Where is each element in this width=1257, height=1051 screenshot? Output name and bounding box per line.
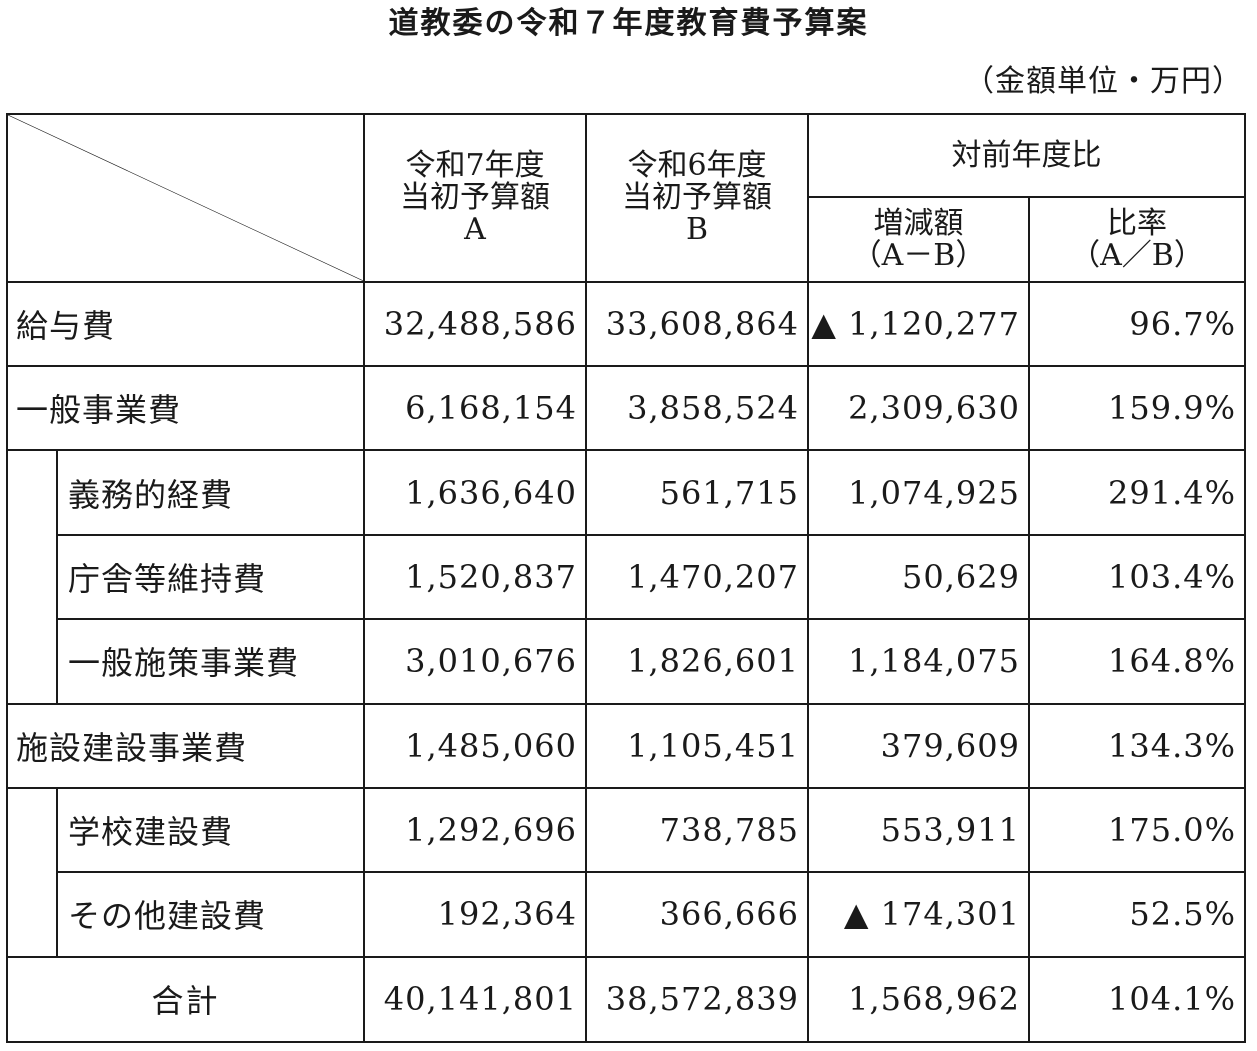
table-title: 道教委の令和７年度教育費予算案	[388, 6, 869, 41]
cell-ratio: 52.5%	[1028, 871, 1246, 958]
cell-diff: 1,184,075	[807, 618, 1030, 705]
table-row: 学校建設費 1,292,696 738,785 553,911 175.0%	[6, 786, 1246, 957]
cell-a: 1,292,696	[363, 786, 587, 874]
cell-b: 366,666	[585, 871, 809, 958]
cell-ratio: 134.3%	[1028, 702, 1246, 789]
cell-diff: 2,309,630	[807, 365, 1030, 452]
cell-diff: 50,629	[807, 533, 1030, 621]
header-group: 対前年度比	[807, 112, 1246, 199]
cell-diff: 1,074,925	[807, 449, 1030, 536]
row-label: 合計	[6, 955, 365, 1044]
cell-ratio: 104.1%	[1028, 955, 1246, 1044]
cell-a: 6,168,154	[363, 365, 587, 452]
table-row: その他建設費 192,364 366,666 ▲ 174,301 52.5%	[7, 871, 1246, 958]
row-label: 施設建設事業費	[6, 702, 365, 789]
cell-b: 1,826,601	[585, 618, 809, 705]
header-col-b: 令和6年度 当初予算額 B	[585, 113, 809, 283]
cell-a: 40,141,801	[363, 955, 587, 1044]
cell-a: 1,636,640	[363, 449, 587, 536]
cell-a: 32,488,586	[363, 280, 587, 368]
cell-b: 38,572,839	[585, 955, 809, 1044]
cell-ratio: 159.9%	[1028, 365, 1246, 452]
header-col-a: 令和7年度 当初予算額 A	[363, 113, 587, 283]
unit-note: （金額単位・万円）	[964, 64, 1243, 99]
cell-a: 1,485,060	[363, 702, 587, 789]
cell-ratio: 164.8%	[1028, 618, 1246, 705]
cell-diff: 379,609	[807, 702, 1030, 789]
cell-ratio: 175.0%	[1028, 786, 1246, 874]
cell-b: 1,470,207	[585, 533, 809, 621]
cell-diff: 1,568,962	[807, 955, 1030, 1044]
cell-diff: ▲ 174,301	[807, 871, 1030, 958]
header-row-2: 増減額 （A－B） 比率 （A／B）	[7, 196, 1246, 283]
table-row: 義務的経費 1,636,640 561,715 1,074,925 291.4%	[6, 449, 1246, 704]
row-label: 一般事業費	[6, 365, 365, 452]
header-ratio: 比率 （A／B）	[1028, 196, 1246, 283]
cell-a: 192,364	[363, 871, 587, 958]
row-label: 義務的経費	[56, 449, 365, 536]
table-row: 庁舎等維持費 1,520,837 1,470,207 50,629 103.4%	[7, 533, 1246, 621]
cell-diff: 553,911	[807, 786, 1030, 874]
budget-table: 令和7年度 当初予算額 A 令和6年度 当初予算額 B 対前年度比 増減額 （A…	[6, 112, 1246, 1044]
table-row: 施設建設事業費 1,485,060 1,105,451 379,609 134.…	[6, 702, 1246, 789]
indent-cell	[6, 787, 58, 957]
total-row: 合計 40,141,801 38,572,839 1,568,962 104.1…	[6, 955, 1246, 1044]
row-label: その他建設費	[56, 871, 365, 958]
header-row-1: 令和7年度 当初予算額 A 令和6年度 当初予算額 B 対前年度比	[6, 112, 1246, 283]
cell-b: 3,858,524	[585, 365, 809, 452]
row-label: 給与費	[6, 280, 365, 368]
header-diff: 増減額 （A－B）	[807, 196, 1030, 283]
row-label: 庁舎等維持費	[56, 533, 365, 621]
row-label: 学校建設費	[56, 786, 365, 874]
corner-cell	[6, 113, 365, 283]
cell-a: 3,010,676	[363, 618, 587, 705]
cell-ratio: 96.7%	[1028, 280, 1246, 368]
cell-ratio: 103.4%	[1028, 533, 1246, 621]
indent-cell	[6, 450, 58, 704]
cell-b: 33,608,864	[585, 280, 809, 368]
cell-ratio: 291.4%	[1028, 449, 1246, 536]
cell-a: 1,520,837	[363, 533, 587, 621]
cell-b: 1,105,451	[585, 702, 809, 789]
cell-b: 738,785	[585, 786, 809, 874]
table-row: 給与費 32,488,586 33,608,864 ▲ 1,120,277 96…	[6, 280, 1246, 368]
table-row: 一般事業費 6,168,154 3,858,524 2,309,630 159.…	[6, 365, 1246, 452]
table-row: 一般施策事業費 3,010,676 1,826,601 1,184,075 16…	[7, 618, 1246, 705]
row-label: 一般施策事業費	[56, 618, 365, 705]
diagonal-line	[8, 115, 363, 281]
cell-diff: ▲ 1,120,277	[807, 280, 1030, 368]
cell-b: 561,715	[585, 449, 809, 536]
